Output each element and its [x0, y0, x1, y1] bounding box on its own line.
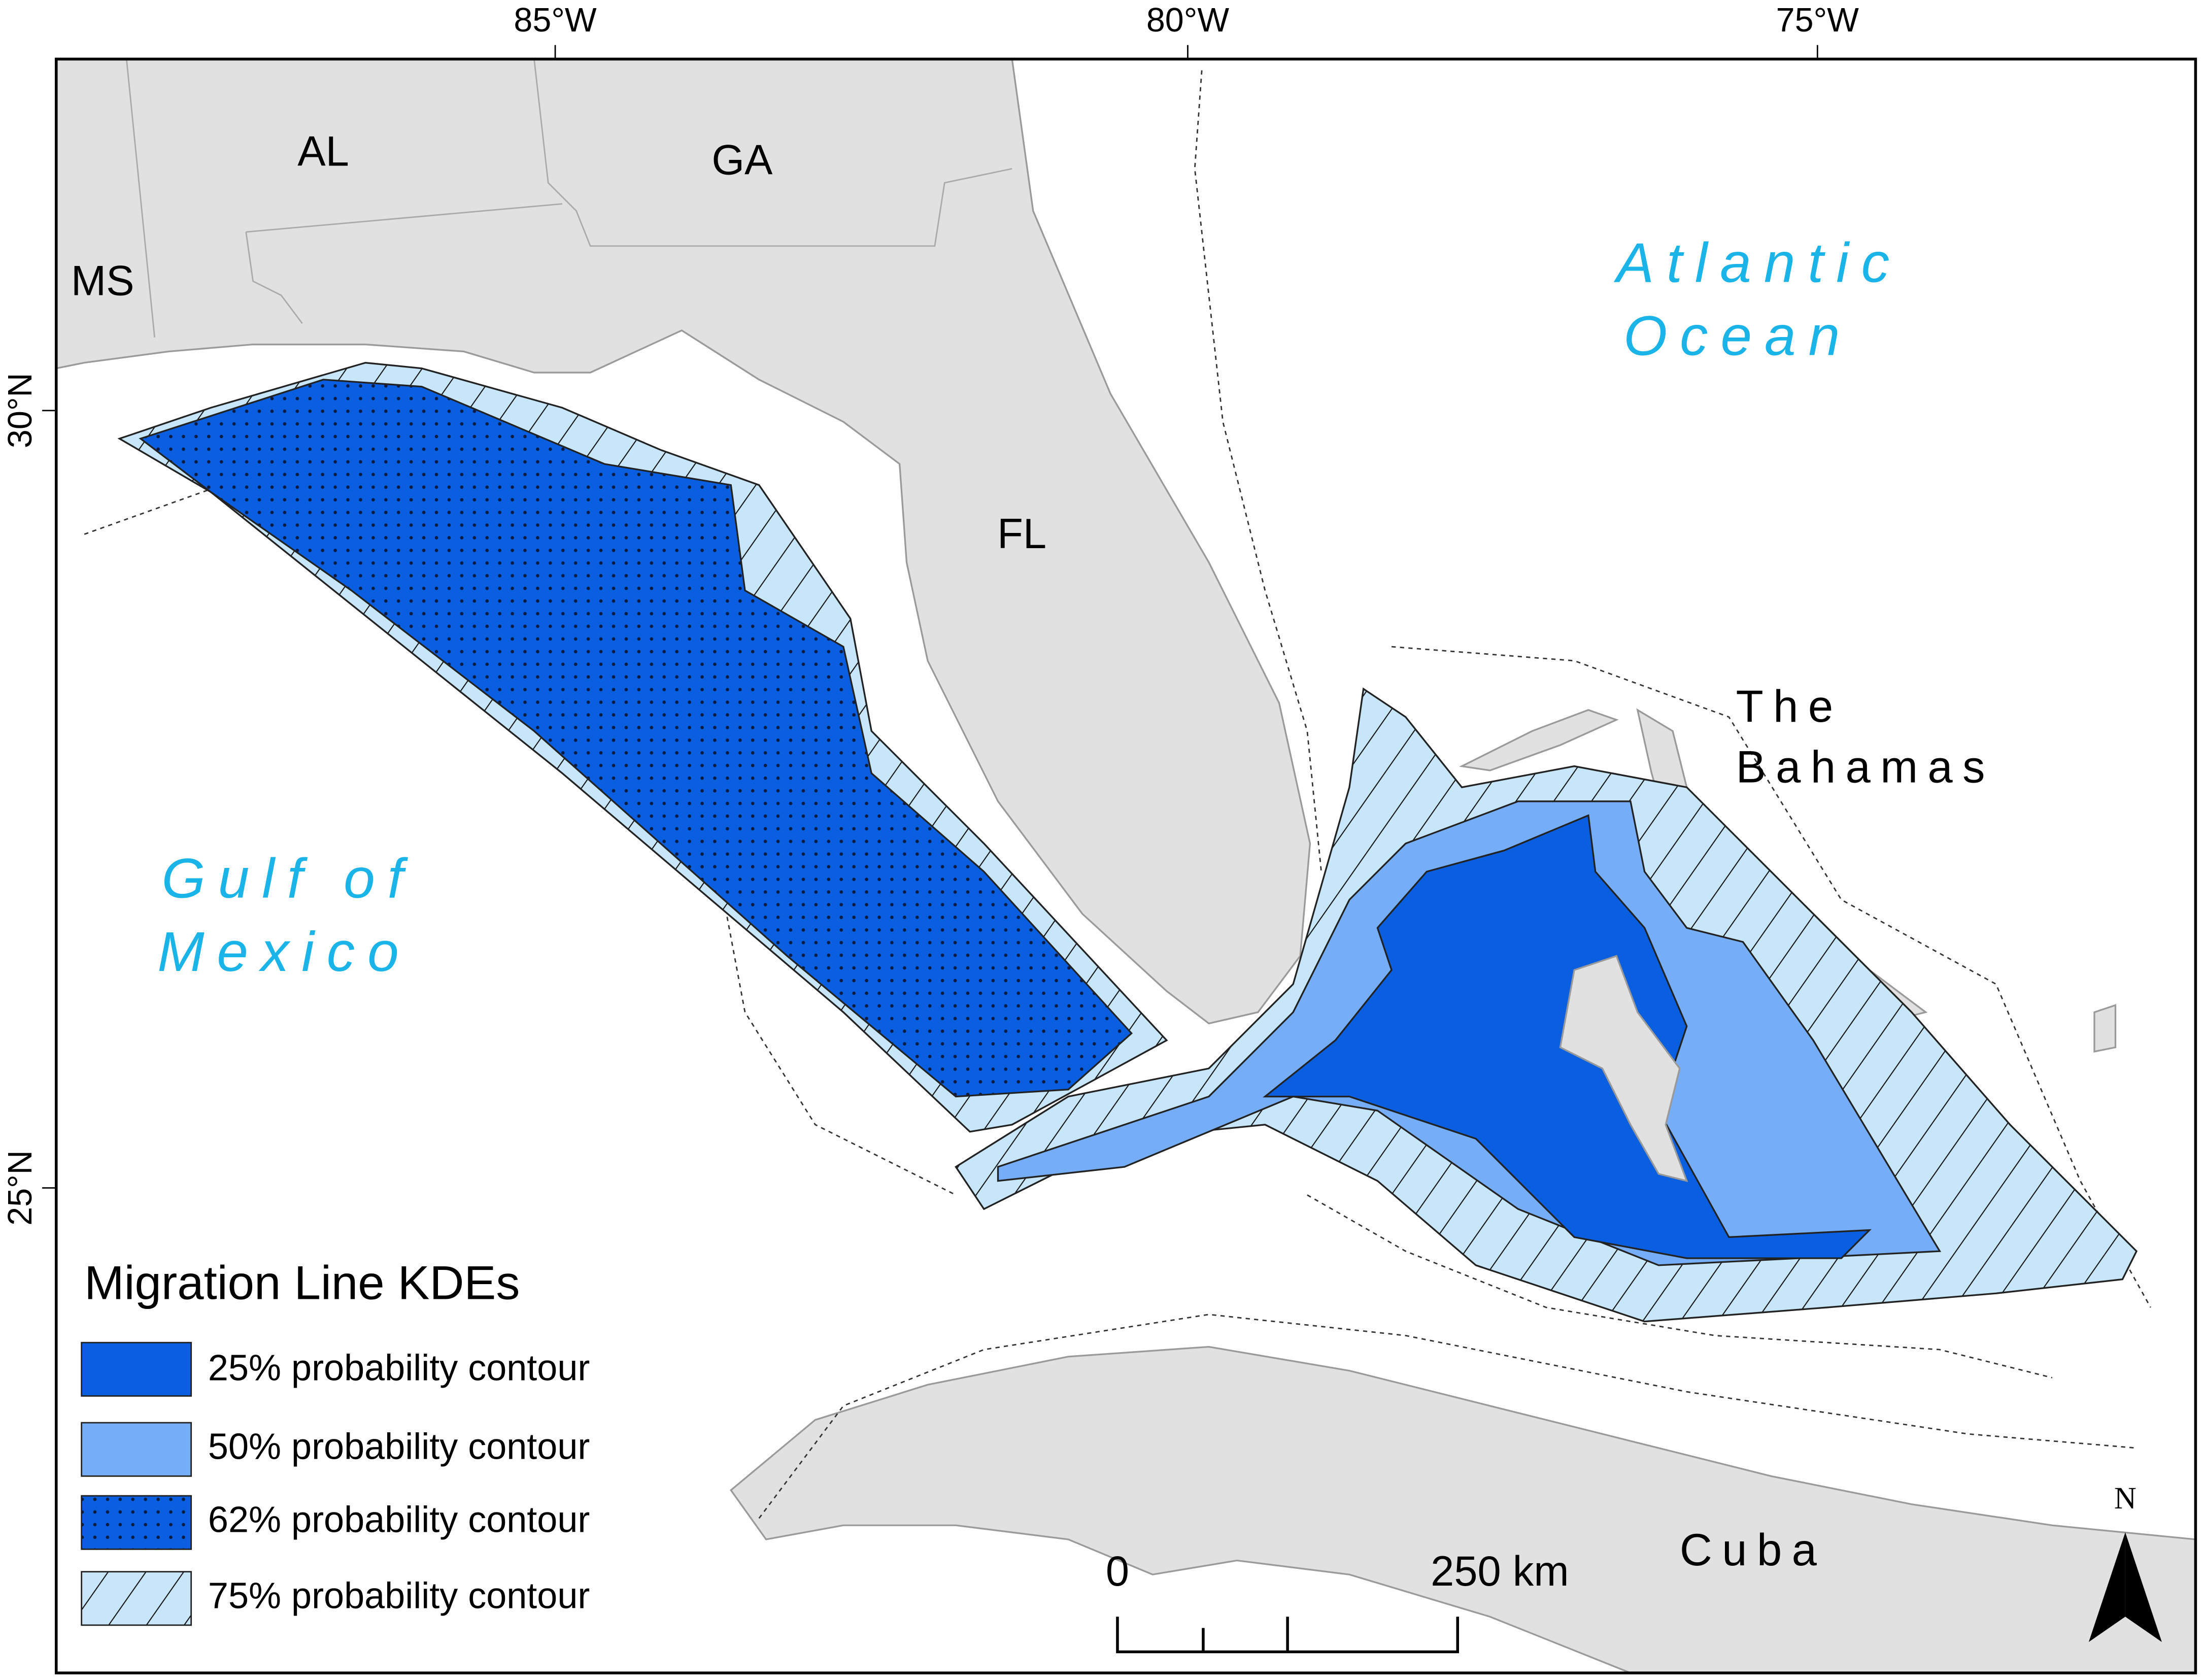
eez-line — [1307, 1194, 2053, 1379]
state-borders — [125, 59, 1012, 338]
north-arrow-right — [2125, 1532, 2162, 1642]
ocean-label: Ocean — [1623, 305, 1852, 367]
kde-contours — [117, 361, 2138, 1323]
legend-label: 75% probability contour — [208, 1575, 590, 1616]
country-label: The — [1736, 681, 1843, 731]
scale-label: 0 — [1106, 1548, 1129, 1595]
legend-label: 62% probability contour — [208, 1500, 590, 1540]
grand-bahama — [1459, 709, 1619, 771]
andros-over — [1559, 955, 1688, 1183]
latitude-label: 25°N — [2, 1150, 39, 1226]
latitude-label: 30°N — [2, 373, 39, 449]
legend-swatch — [81, 1571, 192, 1626]
legend-swatch — [81, 1495, 192, 1550]
state-border — [245, 231, 303, 324]
map-frame — [55, 57, 2197, 1674]
legend-label: 50% probability contour — [208, 1427, 590, 1467]
place-label: GA — [711, 136, 773, 183]
state-border — [125, 59, 156, 338]
country-label: Bahamas — [1736, 742, 1995, 792]
eez-line — [758, 1314, 2137, 1519]
scale-bar: 0 250 km — [1106, 1548, 1569, 1654]
ocean-label: Mexico — [157, 921, 411, 983]
longitude-label: 85°W — [514, 2, 597, 39]
state-border — [246, 203, 563, 233]
north-arrow-left — [2088, 1532, 2125, 1642]
longitude-label: 80°W — [1146, 2, 1230, 39]
gulf-62-contour — [139, 379, 1133, 1098]
legend-title: Migration Line KDEs — [84, 1256, 520, 1309]
north-arrow: N — [2088, 1482, 2162, 1642]
ocean-label: Atlantic — [1613, 232, 1902, 294]
ocean-label: Gulf of — [162, 848, 416, 910]
longitude-label: 75°W — [1776, 2, 1859, 39]
state-border — [533, 59, 1012, 247]
north-label: N — [2114, 1482, 2137, 1516]
eez-line — [1194, 70, 1322, 872]
graticule-ticks — [42, 45, 1818, 1189]
us-mainland — [55, 58, 1311, 1025]
legend-label: 25% probability contour — [208, 1348, 590, 1389]
legend: Migration Line KDEs 25% probability cont… — [81, 1256, 590, 1626]
inagua — [2093, 1004, 2117, 1053]
place-label: MS — [71, 257, 134, 305]
legend-swatch — [81, 1422, 192, 1477]
country-label: Cuba — [1680, 1525, 1826, 1575]
legend-swatch — [81, 1341, 192, 1397]
place-label: FL — [997, 510, 1046, 557]
place-label: AL — [297, 128, 349, 175]
scale-label: 250 km — [1431, 1548, 1569, 1595]
